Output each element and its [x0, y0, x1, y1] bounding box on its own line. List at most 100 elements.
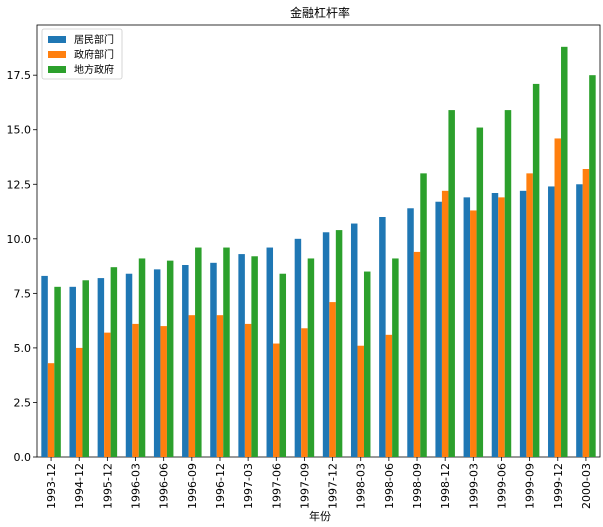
- x-tick-label: 1998-06: [383, 463, 396, 509]
- bar-2-1996-09: [188, 315, 196, 457]
- bar-1-1993-12: [41, 275, 48, 457]
- plot-frame: [36, 24, 601, 458]
- bar-3-1995-12: [110, 267, 118, 457]
- bar-2-1998-09: [413, 251, 421, 457]
- x-tick-label: 1995-12: [101, 463, 114, 509]
- y-tick-label: 10.0: [7, 233, 32, 246]
- bar-2-1996-06: [160, 326, 167, 457]
- bar-2-1998-03: [357, 345, 364, 457]
- bar-2-1999-06: [498, 197, 505, 457]
- x-tick-label: 1999-12: [552, 463, 565, 509]
- legend-label: 政府部门: [74, 48, 114, 61]
- y-tick-label: 7.5: [14, 287, 32, 300]
- bar-2-1996-12: [216, 315, 224, 457]
- bar-1-1999-12: [548, 186, 555, 458]
- bar-3-2000-03: [589, 75, 596, 457]
- legend-swatch: [48, 36, 66, 43]
- bar-1-1997-12: [322, 232, 330, 457]
- bar-2-1997-06: [273, 343, 280, 457]
- bar-2-1998-06: [385, 334, 393, 457]
- chart-title: 金融杠杆率: [290, 5, 350, 20]
- legend-label: 居民部门: [74, 33, 114, 46]
- x-tick-label: 1997-06: [270, 463, 283, 509]
- y-tick-label: 12.5: [7, 178, 32, 191]
- bar-3-1997-09: [307, 258, 315, 457]
- x-tick-label: 1996-03: [130, 463, 143, 509]
- bar-3-1999-09: [532, 83, 540, 457]
- bar-2-1997-03: [244, 323, 252, 457]
- x-tick-label: 1999-06: [495, 463, 508, 509]
- x-tick-label: 1994-12: [73, 463, 86, 509]
- bar-2-1999-09: [526, 173, 533, 457]
- bar-1-1997-09: [294, 238, 302, 457]
- bar-1-1994-12: [69, 286, 76, 457]
- bar-1-1998-03: [350, 223, 358, 457]
- x-tick-label: 1993-12: [45, 463, 58, 509]
- bar-3-1996-03: [138, 258, 146, 457]
- bar-3-1998-03: [363, 271, 371, 457]
- bar-1-1996-12: [210, 262, 217, 457]
- legend-swatch: [48, 66, 66, 73]
- bar-3-1998-12: [448, 110, 455, 457]
- y-tick-label: 2.5: [14, 396, 32, 409]
- bar-2-1995-12: [104, 332, 111, 457]
- bar-1-1995-12: [97, 278, 105, 457]
- bar-1-1996-09: [182, 265, 189, 457]
- y-tick-label: 15.0: [7, 124, 32, 137]
- bar-3-1996-12: [223, 247, 230, 457]
- bar-2-1993-12: [47, 363, 55, 457]
- bar-2-1996-03: [132, 323, 139, 457]
- legend-swatch: [48, 51, 66, 58]
- bar-1-1999-03: [463, 197, 471, 457]
- bar-3-1997-03: [251, 256, 258, 457]
- bar-1-1997-06: [266, 247, 274, 457]
- bar-2-1997-12: [329, 302, 336, 457]
- bar-3-1999-03: [476, 127, 484, 457]
- bar-1-1996-03: [125, 273, 133, 457]
- x-tick-label: 1998-09: [411, 463, 424, 509]
- bar-1-1998-06: [379, 217, 386, 457]
- bar-3-1993-12: [54, 286, 61, 457]
- x-tick-label: 1996-12: [214, 463, 227, 509]
- x-tick-label: 1998-12: [439, 463, 452, 509]
- bar-3-1996-06: [166, 260, 174, 457]
- bar-2-1999-03: [470, 210, 477, 457]
- bar-2-1998-12: [441, 190, 449, 457]
- bar-3-1999-06: [504, 110, 512, 457]
- bar-3-1997-12: [335, 230, 343, 457]
- y-tick-label: 0.0: [14, 451, 32, 464]
- bar-1-2000-03: [576, 184, 583, 458]
- bar-1-1998-12: [435, 201, 442, 457]
- bar-3-1994-12: [82, 280, 89, 457]
- bar-3-1996-09: [195, 247, 202, 457]
- bar-3-1998-06: [392, 258, 399, 457]
- y-tick-label: 17.5: [7, 69, 32, 82]
- x-tick-label: 1998-03: [355, 463, 368, 509]
- bar-1-1996-06: [153, 269, 161, 457]
- y-tick-label: 5.0: [14, 342, 32, 355]
- bar-1-1999-06: [491, 193, 499, 457]
- x-tick-label: 1996-09: [186, 463, 199, 509]
- x-axis-label: 年份: [309, 509, 331, 523]
- x-tick-label: 1997-12: [327, 463, 340, 509]
- x-tick-label: 1996-06: [158, 463, 171, 509]
- plot-area: 0.0 2.5 5.0 7.5 10.0 12.5 15.0 17.5 1993-12 1994-…: [7, 24, 601, 509]
- bar-2-1999-12: [554, 138, 562, 458]
- x-tick-label: 1997-03: [242, 463, 255, 509]
- bar-2-1994-12: [75, 347, 83, 457]
- bar-1-1999-09: [519, 190, 527, 457]
- bar-2-1997-09: [301, 328, 308, 457]
- x-tick-label: 1997-09: [298, 463, 311, 509]
- x-tick-label: 1999-03: [467, 463, 480, 509]
- x-tick-label: 2000-03: [580, 463, 593, 509]
- legend-label: 地方政府: [74, 63, 114, 76]
- bar-3-1998-09: [420, 173, 427, 457]
- bar-3-1997-06: [279, 273, 287, 457]
- bar-1-1998-09: [407, 208, 414, 457]
- x-tick-label: 1999-09: [524, 463, 537, 509]
- bar-1-1997-03: [238, 254, 245, 457]
- bar-3-1999-12: [561, 46, 568, 458]
- bar-2-2000-03: [582, 169, 590, 457]
